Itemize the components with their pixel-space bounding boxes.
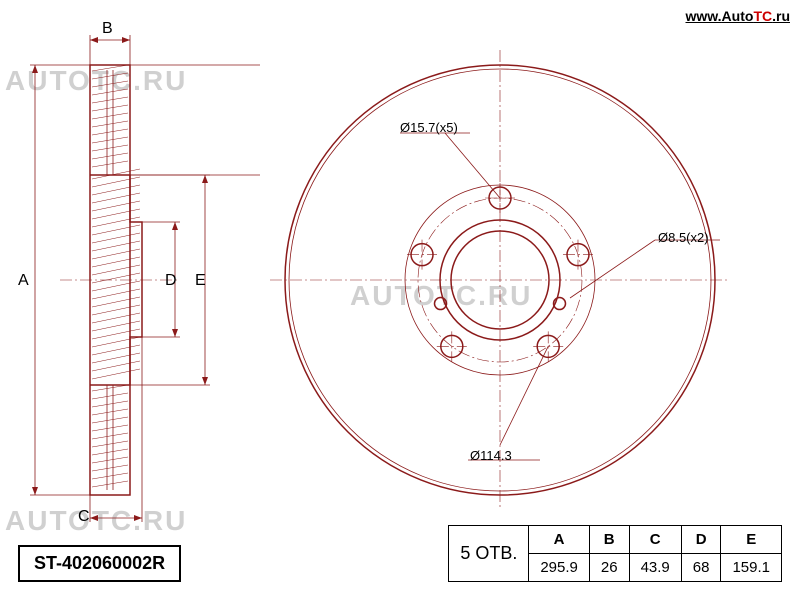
dim-label-c: C <box>78 508 90 526</box>
dim-label-e: E <box>195 272 206 290</box>
technical-drawing <box>0 0 800 600</box>
dim-label-d: D <box>165 272 177 290</box>
callout-pcd: Ø114.3 <box>470 448 512 463</box>
dim-label-a: A <box>18 272 29 290</box>
callout-pin-holes: Ø8.5(x2) <box>658 230 709 245</box>
dim-label-b: B <box>102 20 113 38</box>
callout-bolt-holes: Ø15.7(x5) <box>400 120 458 135</box>
